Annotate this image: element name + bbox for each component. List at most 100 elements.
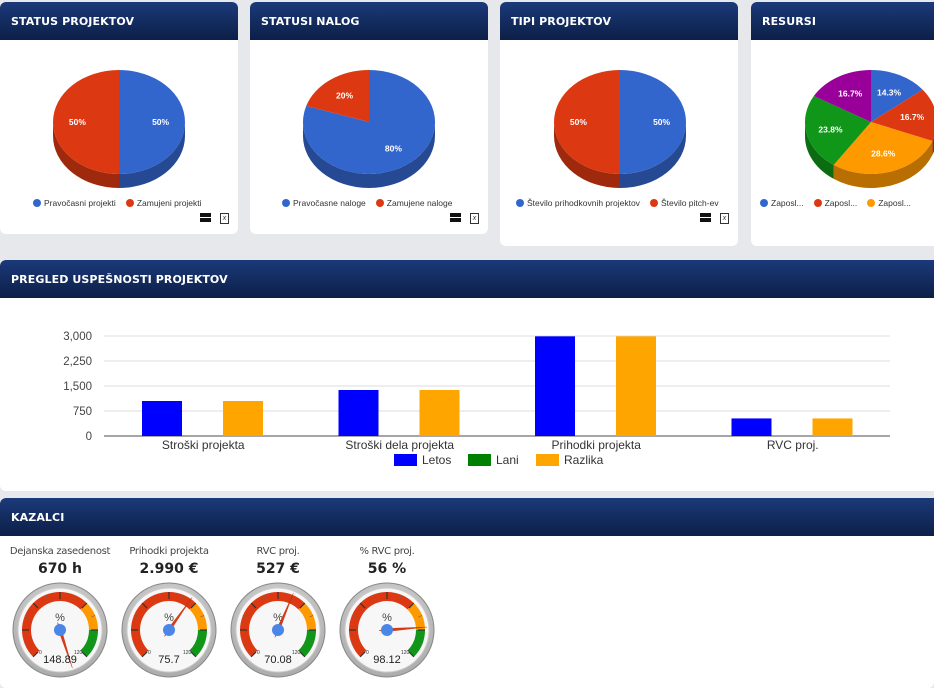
gauge-band	[189, 630, 207, 657]
gauge-band	[80, 630, 98, 657]
table-icon[interactable]	[700, 213, 711, 222]
gauge-unit-label: %	[55, 612, 65, 624]
excel-export-icon[interactable]: x	[470, 213, 479, 224]
pie-slice-side	[53, 122, 119, 188]
legend-label: Zamujeni projekti	[136, 198, 202, 208]
pie-slice	[303, 70, 436, 174]
gauge-min-label: 0	[39, 650, 42, 656]
legend-label: Letos	[422, 453, 451, 467]
bar-letos	[731, 418, 772, 436]
pie-slice	[805, 96, 871, 165]
panel-resursi: RESURSI 14.3% 16.7% 28.6% 23.8% 16.7% Zaposl…	[751, 2, 934, 246]
legend: Število prihodkovnih projektov Število p…	[516, 198, 719, 208]
pie-slice	[620, 70, 686, 174]
legend-dot-icon	[649, 199, 658, 207]
legend-item[interactable]: Število prihodkovnih projektov	[516, 198, 640, 208]
gauge-major-tick	[299, 602, 306, 609]
x-tick-label: RVC proj.	[767, 438, 819, 452]
legend-item[interactable]: Število pitch-ev	[649, 198, 719, 208]
legend: Zaposl... Zaposl... Zaposl...	[760, 198, 911, 208]
export-tools: x	[200, 213, 229, 224]
gauge-band	[407, 630, 425, 657]
gauge-title: % RVC proj.	[359, 546, 415, 557]
gauge: 0 120% 148.89	[12, 582, 108, 678]
legend-item[interactable]: Zaposl...	[760, 198, 804, 208]
panel-kazalci: KAZALCI Dejanska zasedenost 670 h 0 120% 1…	[0, 498, 934, 688]
bar-letos	[338, 390, 379, 436]
gauge-minor-tick	[181, 594, 184, 599]
pie-slice	[813, 70, 871, 122]
gauge-min-label: 0	[148, 650, 151, 656]
gauge-title: Dejanska zasedenost	[9, 546, 111, 557]
gauge-value: 56 %	[367, 561, 407, 577]
legend-item[interactable]: Zamujene naloge	[375, 198, 453, 208]
excel-export-icon[interactable]: x	[220, 213, 229, 224]
pie-slice	[306, 70, 369, 122]
bar-razlika	[223, 401, 263, 436]
panel-pregled-uspesnosti: PREGLED USPEŠNOSTI PROJEKTOV 0 750 1,500 2,…	[0, 260, 934, 491]
gauge-title: RVC proj.	[256, 546, 300, 557]
legend-item[interactable]: Pravočasne naloge	[282, 198, 366, 208]
gauge-unit-label: %	[382, 612, 392, 624]
gauge-min-label: 0	[257, 650, 260, 656]
pie-slice-label: 50%	[653, 117, 670, 127]
legend-label: Zamujene naloge	[386, 198, 453, 208]
gauge-value: 2.990 €	[139, 561, 199, 577]
legend-dot-icon	[516, 199, 524, 207]
gauge-hub	[272, 624, 284, 636]
gauge-major-tick	[250, 602, 257, 609]
x-tick-label: Stroški projekta	[162, 438, 245, 452]
gauge-major-tick	[32, 651, 39, 658]
pie-slice-label: 14.3%	[877, 87, 902, 97]
gauge-major-tick	[32, 602, 39, 609]
pie-chart-resursi: 14.3% 16.7% 28.6% 23.8% 16.7%	[805, 70, 934, 189]
panel-title: STATUS PROJEKTOV	[0, 2, 238, 40]
panel-title: RESURSI	[751, 2, 934, 40]
gauge-major-tick	[408, 651, 415, 658]
legend-label: Pravočasni projekti	[44, 198, 116, 208]
pie-slice-label: 50%	[69, 117, 86, 127]
y-tick-label: 2,250	[63, 356, 92, 368]
table-icon[interactable]	[200, 213, 211, 222]
pie-slice-side	[119, 122, 185, 188]
legend-swatch	[468, 454, 491, 466]
pie-slice-side	[554, 122, 620, 188]
gauge-max-label: 120	[401, 650, 410, 656]
gauge-readout: 148.89	[43, 654, 77, 666]
gauge-hub	[54, 624, 66, 636]
gauge-minor-tick	[91, 615, 96, 618]
pie-slice-side	[805, 122, 834, 179]
gauge-widget: Prihodki projekta 2.990 € 0 120% 75.7	[114, 546, 224, 685]
legend-item[interactable]: Pravočasni projekti	[33, 198, 116, 208]
gauge-minor-tick	[24, 642, 29, 645]
legend: Pravočasne naloge Zamujene naloge	[282, 198, 452, 208]
gauge: 0 120% 98.12	[339, 582, 435, 678]
bar-razlika	[616, 336, 656, 436]
legend-label: Zaposl...	[771, 198, 804, 208]
gauge-widget: RVC proj. 527 € 0 120% 70.08	[223, 546, 333, 685]
legend-item[interactable]: Zaposl...	[813, 198, 858, 208]
table-icon[interactable]	[450, 213, 461, 222]
pie-slice-label: 80%	[385, 144, 402, 154]
x-tick-label: Stroški dela projekta	[345, 438, 454, 452]
legend: Pravočasni projekti Zamujeni projekti	[33, 198, 202, 208]
pie-slice-label: 23.8%	[818, 124, 843, 134]
gauge-major-tick	[299, 651, 306, 658]
gauge-unit-label: %	[164, 612, 174, 624]
legend-label: Zaposl...	[824, 198, 858, 208]
panel-statusi-nalog: STATUSI NALOG 80% 20% Pravočasne naloge Z…	[250, 2, 488, 234]
gauge-readout: 75.7	[158, 654, 179, 666]
gauge-minor-tick	[242, 642, 247, 645]
gauge-minor-tick	[200, 615, 205, 618]
legend-dot-icon	[813, 199, 822, 207]
legend-item[interactable]: Zaposl...	[867, 198, 911, 208]
legend-item[interactable]: Zamujeni projekti	[125, 198, 202, 208]
gauge-readout: 70.08	[264, 654, 292, 666]
gauge: 0 120% 75.7	[121, 582, 217, 678]
gauge-minor-tick	[45, 594, 48, 599]
panel-tipi-projektov: TIPI PROJEKTOV 50% 50% Število prihodkovn…	[500, 2, 738, 246]
excel-export-icon[interactable]: x	[720, 213, 729, 224]
gauge-major-tick	[190, 602, 197, 609]
legend-dot-icon	[33, 199, 41, 207]
pie-chart-statusi-nalog: 80% 20%	[303, 70, 436, 188]
